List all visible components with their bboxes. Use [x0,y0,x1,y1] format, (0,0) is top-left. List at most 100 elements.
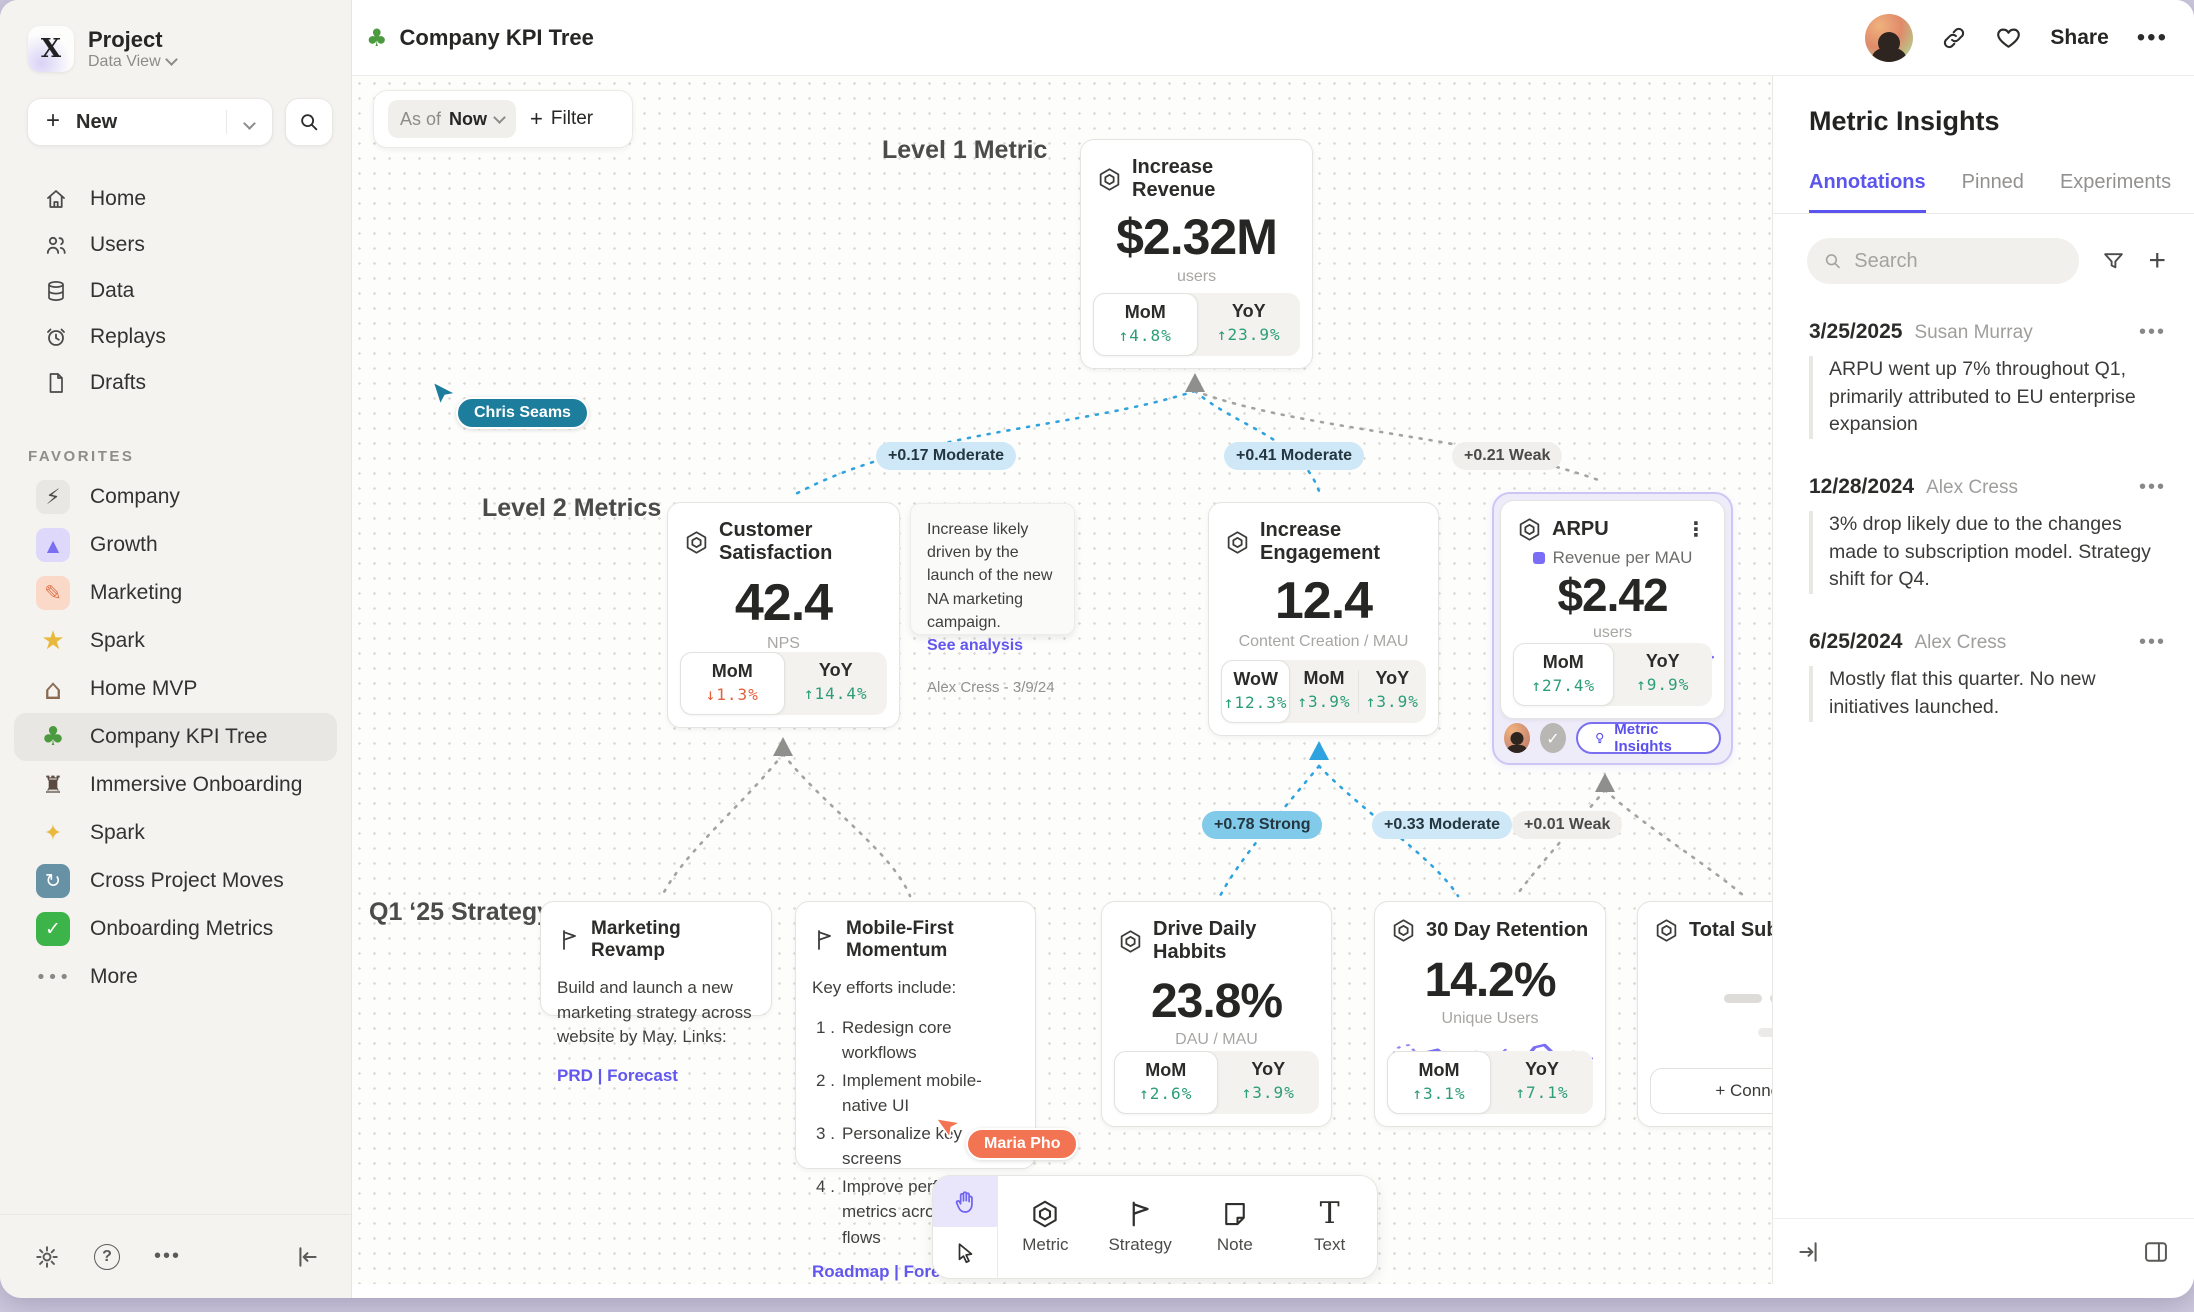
sidebar-item-drafts[interactable]: Drafts [0,360,351,406]
edge-label-021[interactable]: +0.21 Weak [1452,442,1563,470]
stat-mom[interactable]: MoM ↓1.3% [680,652,785,715]
favorite-marketing[interactable]: ✎ Marketing [14,569,337,617]
sidebar-item-users[interactable]: Users [0,222,351,268]
strategy-links[interactable]: PRD | Forecast [557,1065,678,1085]
annotation-menu-icon[interactable]: ••• [2138,321,2166,343]
project-view-dropdown[interactable]: Data View [88,53,178,71]
split-view-icon[interactable] [2142,1238,2170,1266]
tab-pinned[interactable]: Pinned [1961,171,2024,193]
select-tool-button[interactable] [933,1227,997,1278]
annotation-note-campaign[interactable]: Increase likely driven by the launch of … [910,503,1075,696]
annotation-search[interactable] [1807,238,2080,284]
stat-yoy[interactable]: YoY ↑7.1% [1515,1059,1569,1102]
series-legend: Revenue per MAU [1501,548,1724,568]
replay-clock-icon [44,325,68,349]
overflow-menu-icon[interactable]: ••• [2136,23,2168,51]
metric-card-increase-engagement[interactable]: Increase Engagement 12.4 Content Creatio… [1208,502,1439,736]
sidebar-item-replays[interactable]: Replays [0,314,351,360]
hand-tool-button[interactable] [933,1176,997,1227]
edge-label-001[interactable]: +0.01 Weak [1512,811,1623,839]
stat-yoy[interactable]: YoY ↑9.9% [1636,651,1690,694]
stat-wow[interactable]: WoW ↑12.3% [1221,660,1291,723]
annotation-author: Alex Cress [1914,632,2007,654]
metric-card-arpu-selection[interactable]: ARPU ⋮ Revenue per MAU $2.42 users MoM ↑27… [1492,492,1733,765]
copy-link-icon[interactable] [1941,25,1967,51]
sidebar-item-home[interactable]: Home [0,176,351,222]
stat-yoy[interactable]: YoY ↑23.9% [1216,301,1281,344]
tool-metric[interactable]: Metric [998,1176,1093,1278]
metric-insights-button[interactable]: Metric Insights [1575,721,1721,755]
stat-mom[interactable]: MoM ↑4.8% [1093,293,1198,356]
edge-label-033[interactable]: +0.33 Moderate [1372,811,1513,839]
stat-mom[interactable]: MoM ↑3.9% [1297,668,1351,711]
edge-label-078[interactable]: +0.78 Strong [1202,811,1323,839]
stat-mom[interactable]: MoM ↑2.6% [1114,1051,1218,1114]
plus-icon: + [530,106,543,131]
add-filter-button[interactable]: + Filter [530,106,594,131]
stat-mom[interactable]: MoM ↑27.4% [1513,643,1614,706]
favorite-onboarding-metrics[interactable]: ✓ Onboarding Metrics [14,905,337,953]
favorite-spark[interactable]: ★ Spark [14,617,337,665]
collapse-panel-icon[interactable] [1795,1239,1821,1265]
as-of-dropdown[interactable]: As of Now [388,100,517,138]
sidebar-search-button[interactable] [285,98,333,146]
favorite-home-mvp[interactable]: ⌂ Home MVP [14,665,337,713]
metric-stats: MoM ↑27.4% YoY ↑9.9% [1513,643,1712,706]
project-switcher[interactable]: X Project Data View [0,0,351,72]
user-avatar[interactable] [1865,13,1914,62]
collapse-sidebar-icon[interactable] [295,1244,321,1270]
annotation-item[interactable]: 6/25/2024 Alex Cress ••• Mostly flat thi… [1809,630,2166,722]
tab-experiments[interactable]: Experiments [2059,171,2172,193]
see-analysis-link[interactable]: See analysis [927,636,1024,654]
sidebar-nav: Home Users Data Replays Drafts [0,176,351,406]
annotation-menu-icon[interactable]: ••• [2138,476,2166,499]
metric-card-total-subscriptions[interactable]: Total Subscript + Connec [1637,901,1772,1127]
tool-note[interactable]: Note [1188,1176,1283,1278]
add-annotation-icon[interactable]: + [2148,244,2166,277]
favorite-company-kpi-tree[interactable]: ♣ Company KPI Tree [14,713,337,761]
metric-card-customer-satisfaction[interactable]: Customer Satisfaction 42.4 NPS MoM ↓1.3% … [667,502,900,728]
kpi-tree-canvas[interactable]: As of Now + Filter Level 1 Metric Level 2 … [352,76,1772,1284]
annotation-menu-icon[interactable]: ••• [2138,631,2166,654]
more-options-icon[interactable]: ••• [154,1245,182,1267]
favorite-spark-2[interactable]: ✦ Spark [14,809,337,857]
new-button[interactable]: + New [27,98,273,146]
tool-text[interactable]: T Text [1314,1196,1346,1255]
stat-yoy[interactable]: YoY ↑3.9% [1365,668,1419,711]
favorite-immersive-onboarding[interactable]: ♜ Immersive Onboarding [14,761,337,809]
metric-card-drive-daily-habbits[interactable]: Drive Daily Habbits 23.8% DAU / MAU MoM ↑… [1101,901,1332,1127]
connect-metric-button[interactable]: + Connec [1650,1068,1772,1114]
new-dropdown[interactable] [227,111,272,134]
favorite-growth[interactable]: ▲ Growth [14,521,337,569]
annotation-item[interactable]: 3/25/2025 Susan Murray ••• ARPU went up … [1809,320,2166,440]
strategy-card-marketing-revamp[interactable]: Marketing Revamp Build and launch a new … [540,901,772,1085]
search-input[interactable] [1852,248,2064,274]
stat-mom[interactable]: MoM ↑3.1% [1387,1051,1491,1114]
favorite-heart-icon[interactable] [1995,24,2022,51]
stat-yoy[interactable]: YoY ↑14.4% [803,660,868,703]
metric-card-30-day-retention[interactable]: 30 Day Retention 14.2% Unique Users MoM ↑… [1374,901,1606,1127]
stat-yoy[interactable]: YoY ↑3.9% [1241,1059,1295,1102]
annotation-item[interactable]: 12/28/2024 Alex Cress ••• 3% drop likely… [1809,475,2166,595]
metric-card-increase-revenue[interactable]: Increase Revenue $2.32M users MoM ↑4.8% Y… [1080,139,1313,369]
favorites-more[interactable]: ••• More [14,953,337,1001]
tab-annotations[interactable]: Annotations [1809,171,1926,213]
metric-card-arpu[interactable]: ARPU ⋮ Revenue per MAU $2.42 users MoM ↑27… [1500,500,1725,719]
tool-strategy[interactable]: Strategy [1093,1176,1188,1278]
filter-funnel-icon[interactable] [2101,249,2126,274]
card-menu-icon[interactable]: ⋮ [1686,519,1706,541]
help-icon[interactable]: ? [94,1243,120,1270]
annotation-text: 3% drop likely due to the changes made t… [1809,511,2166,595]
favorite-cross-project-moves[interactable]: ↻ Cross Project Moves [14,857,337,905]
edge-label-017[interactable]: +0.17 Moderate [876,442,1017,470]
arrowhead-satisfaction [773,737,793,756]
metric-stats: MoM ↑2.6% YoY ↑3.9% [1114,1051,1319,1114]
tree-icon: ♣ [366,23,388,52]
strategy-card-mobile-first[interactable]: Mobile-First Momentum Key efforts includ… [795,901,1036,1281]
share-button[interactable]: Share [2050,25,2109,49]
favorite-company[interactable]: ⚡ Company [14,473,337,521]
settings-gear-icon[interactable] [34,1244,60,1270]
edge-label-041[interactable]: +0.41 Moderate [1224,442,1365,470]
sidebar-item-data[interactable]: Data [0,268,351,314]
sparkles-icon: ✦ [43,820,63,846]
